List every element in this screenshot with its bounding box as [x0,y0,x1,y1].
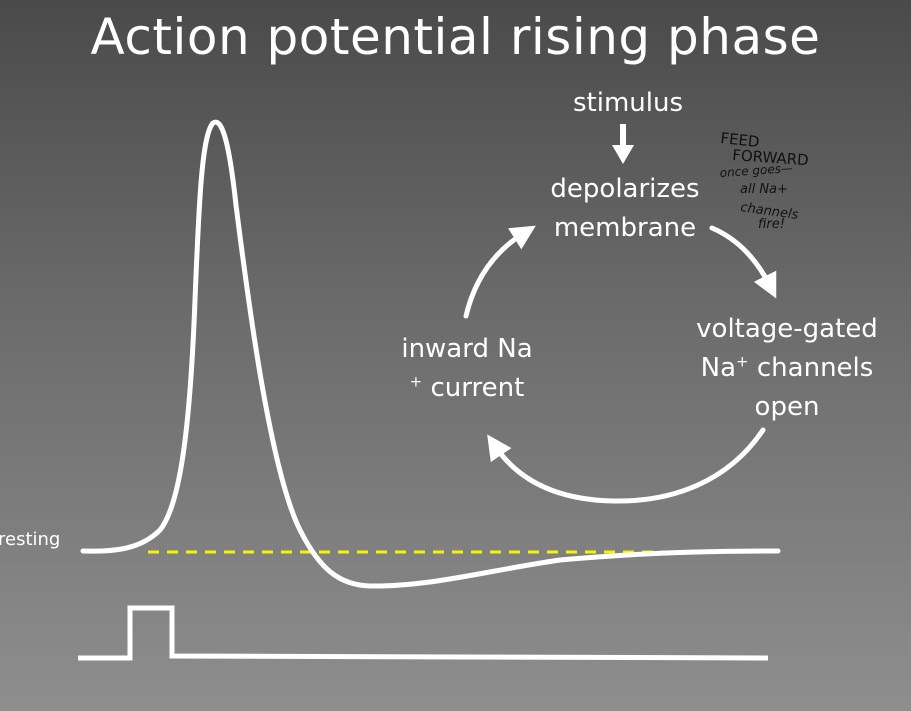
inward-label-line2: + current [372,369,562,408]
vgated-plus-superscript: + [736,352,749,371]
note-line-once-goes: once goes— [719,161,793,180]
depolarizes-label-line1: depolarizes [550,174,700,204]
vgated-label-line2: Na+ channels [672,349,902,388]
vgated-channels-text: channels [748,353,874,383]
action-potential-trace [80,119,781,589]
depolarizes-label-line2: membrane [553,213,697,243]
cycle-arrow-bottom [487,427,766,504]
cycle-arrow-top-right [709,225,777,299]
note-line-all-na: all Na+ [740,182,788,197]
vgated-label-line1: voltage-gated [696,314,878,344]
note-line-fire: fire! [758,217,785,232]
note-line-forward: FORWARD [732,146,810,169]
down-arrow-icon [612,124,634,164]
handwritten-feed-forward-note: FEED FORWARD once goes— all Na+ channels… [719,129,810,232]
cycle-arrow-left [463,225,536,319]
inward-plus-superscript: + [409,372,423,391]
resting-label: resting [0,529,61,550]
inward-current-text: current [422,373,525,403]
voltage-gated-channels-label: voltage-gated Na+ channels open [672,310,902,427]
stimulus-label: stimulus [572,88,684,118]
depolarizes-membrane-label: depolarizes membrane [510,170,740,248]
inward-label-line1: inward Na [401,334,533,364]
inward-current-label: inward Na + current [372,330,562,408]
vgated-label-line3: open [754,392,820,422]
slide-title: Action potential rising phase [90,8,821,66]
note-line-feed: FEED [720,129,761,151]
vgated-na-text: Na [700,353,737,383]
stimulus-pulse-trace [78,605,769,661]
